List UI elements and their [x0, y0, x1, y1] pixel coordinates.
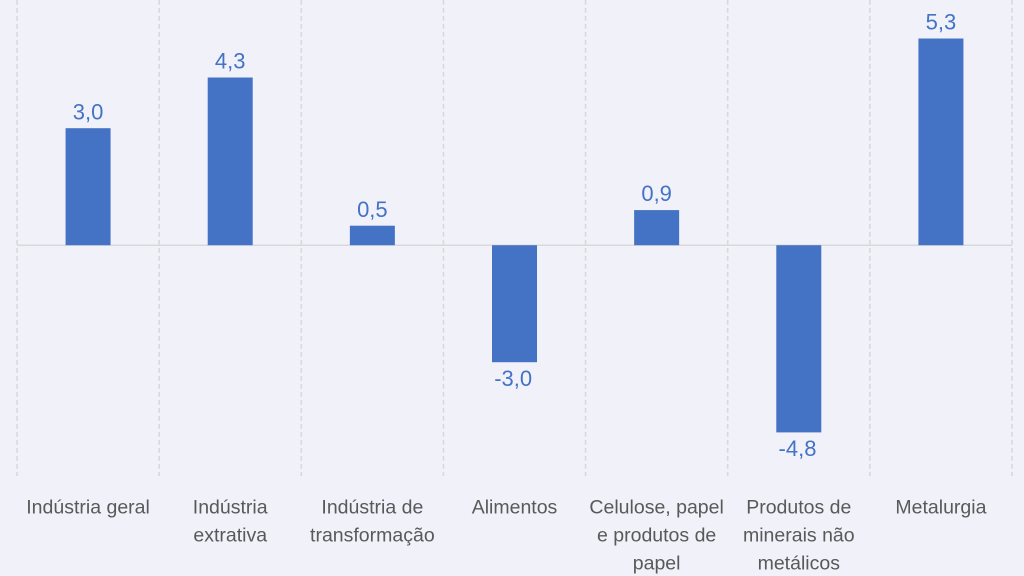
- svg-text:0,5: 0,5: [357, 197, 388, 222]
- svg-text:papel: papel: [633, 553, 681, 575]
- svg-text:Metalurgia: Metalurgia: [895, 497, 986, 519]
- svg-text:metálicos: metálicos: [758, 553, 841, 575]
- svg-text:extrativa: extrativa: [193, 525, 267, 547]
- svg-text:-3,0: -3,0: [494, 366, 532, 391]
- svg-text:transformação: transformação: [310, 525, 435, 547]
- svg-text:Alimentos: Alimentos: [472, 497, 558, 519]
- svg-text:0,9: 0,9: [641, 181, 672, 206]
- svg-text:Indústria geral: Indústria geral: [26, 497, 150, 519]
- svg-text:4,3: 4,3: [215, 49, 246, 74]
- svg-text:5,3: 5,3: [926, 10, 957, 35]
- svg-text:3,0: 3,0: [73, 99, 104, 124]
- svg-text:Indústria de: Indústria de: [321, 497, 423, 519]
- svg-text:Celulose, papel: Celulose, papel: [589, 497, 723, 519]
- svg-text:Indústria: Indústria: [193, 497, 268, 519]
- svg-text:minerais não: minerais não: [743, 525, 855, 547]
- svg-text:e produtos de: e produtos de: [597, 525, 716, 547]
- svg-text:Produtos de: Produtos de: [746, 497, 851, 519]
- svg-text:-4,8: -4,8: [779, 436, 817, 461]
